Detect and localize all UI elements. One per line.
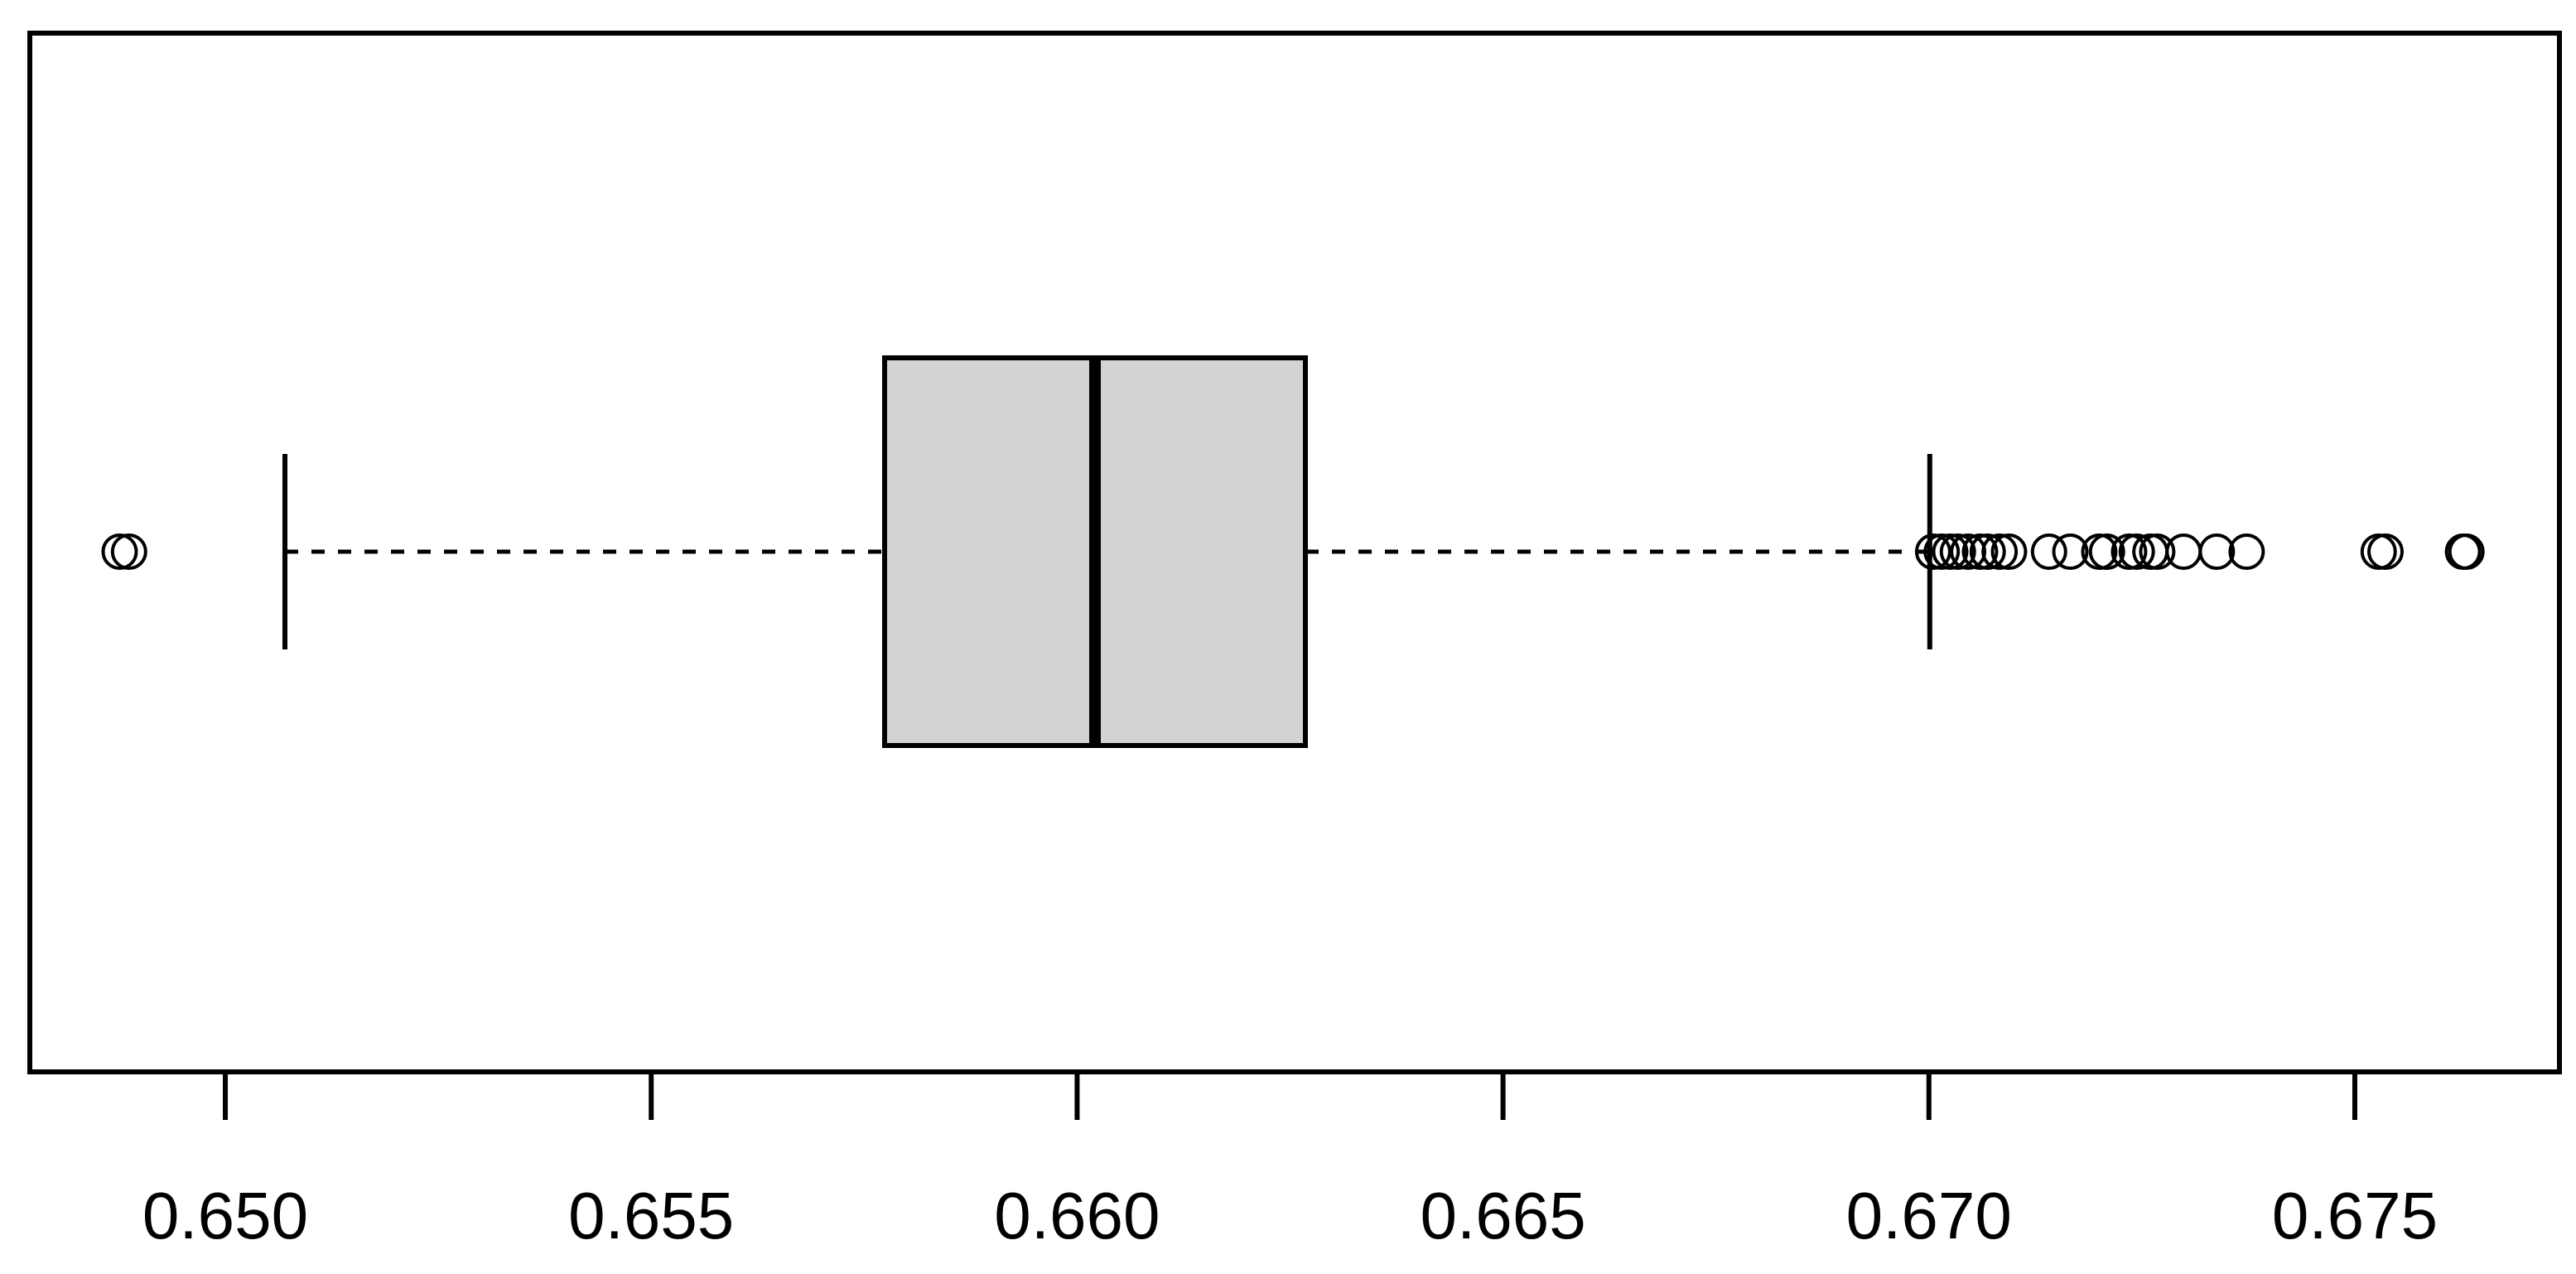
outlier [1932,533,1969,570]
outlier [1990,533,2028,570]
outlier [110,533,147,570]
outlier [2088,533,2125,570]
x-tick-label: 0.660 [994,1179,1160,1252]
outlier [1939,533,1976,570]
outlier [1923,533,1961,570]
outlier [2110,533,2148,570]
x-tick-label: 0.655 [568,1179,734,1252]
outlier [1961,533,1999,570]
outlier [1981,533,2019,570]
outlier [2228,533,2265,570]
x-tick-label: 0.665 [1420,1179,1585,1252]
outlier [1969,533,2006,570]
x-tick-label: 0.650 [142,1179,308,1252]
outlier [2448,533,2485,570]
outlier [2052,533,2089,570]
outlier [2139,533,2176,570]
outlier [2118,533,2155,570]
x-tick-label: 0.675 [2272,1179,2438,1252]
outlier [2198,533,2236,570]
outlier [1914,533,1951,570]
x-tick-label: 0.670 [1846,1179,2012,1252]
outlier [2030,533,2067,570]
outlier [101,533,138,570]
outlier [2081,533,2118,570]
outlier [2367,533,2405,570]
